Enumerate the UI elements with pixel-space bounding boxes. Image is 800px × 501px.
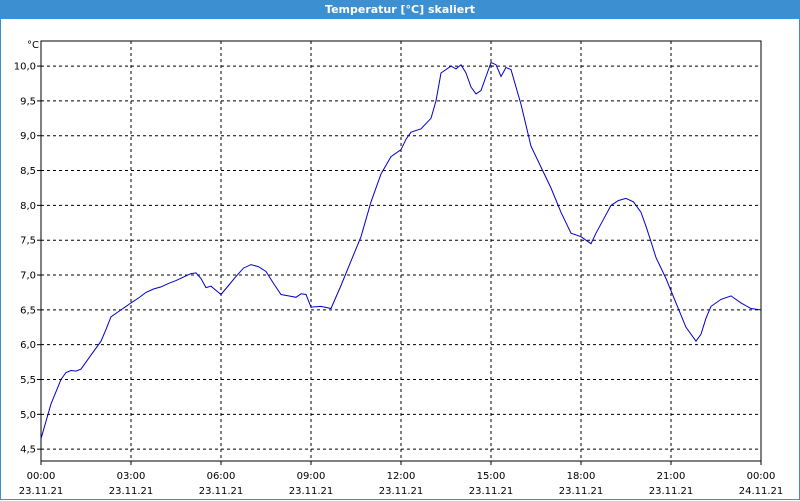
series-line xyxy=(40,61,761,439)
x-tick-date-label: 23.11.21 xyxy=(289,486,334,497)
x-tick-time-label: 21:00 xyxy=(657,471,686,482)
y-axis-label: °C xyxy=(27,40,39,51)
x-tick-time-label: 12:00 xyxy=(387,471,416,482)
y-tick-label: 9,5 xyxy=(20,96,36,107)
x-tick-date-label: 23.11.21 xyxy=(559,486,604,497)
x-tick-time-label: 18:00 xyxy=(567,471,596,482)
x-tick-date-label: 23.11.21 xyxy=(649,486,694,497)
y-tick-label: 6,0 xyxy=(20,340,36,351)
x-tick-time-label: 03:00 xyxy=(117,471,146,482)
y-tick-label: 8,5 xyxy=(20,166,36,177)
x-tick-time-label: 00:00 xyxy=(747,471,776,482)
window-title: Temperatur [°C] skaliert xyxy=(1,1,799,19)
x-tick-date-label: 23.11.21 xyxy=(19,486,64,497)
grid xyxy=(41,41,761,461)
x-tick-date-label: 23.11.21 xyxy=(379,486,424,497)
x-tick-time-label: 09:00 xyxy=(297,471,326,482)
x-axis: 00:00 23.11.21 03:00 23.11.21 06:00 23.11.21 0… xyxy=(19,461,784,497)
x-tick-date-label: 23.11.21 xyxy=(199,486,244,497)
y-tick-label: 9,0 xyxy=(20,131,36,142)
x-tick-date-label: 24.11.21 xyxy=(739,486,784,497)
y-tick-label: 6,5 xyxy=(20,305,36,316)
x-tick-time-label: 00:00 xyxy=(27,471,56,482)
y-tick-label: 7,5 xyxy=(20,236,36,247)
x-tick-date-label: 23.11.21 xyxy=(109,486,154,497)
y-tick-label: 7,0 xyxy=(20,271,36,282)
y-tick-label: 5,0 xyxy=(20,410,36,421)
y-tick-label: 5,5 xyxy=(20,375,36,386)
x-tick-time-label: 15:00 xyxy=(477,471,506,482)
x-tick-time-label: 06:00 xyxy=(207,471,236,482)
y-tick-label: 8,0 xyxy=(20,201,36,212)
y-tick-label: 10,0 xyxy=(14,62,36,73)
y-axis: 4,5 5,0 5,5 6,0 6,5 7,0 7,5 8,0 8,5 9,0 9,5 10,0 xyxy=(14,62,41,456)
y-tick-label: 4,5 xyxy=(20,445,36,456)
x-tick-date-label: 23.11.21 xyxy=(469,486,514,497)
